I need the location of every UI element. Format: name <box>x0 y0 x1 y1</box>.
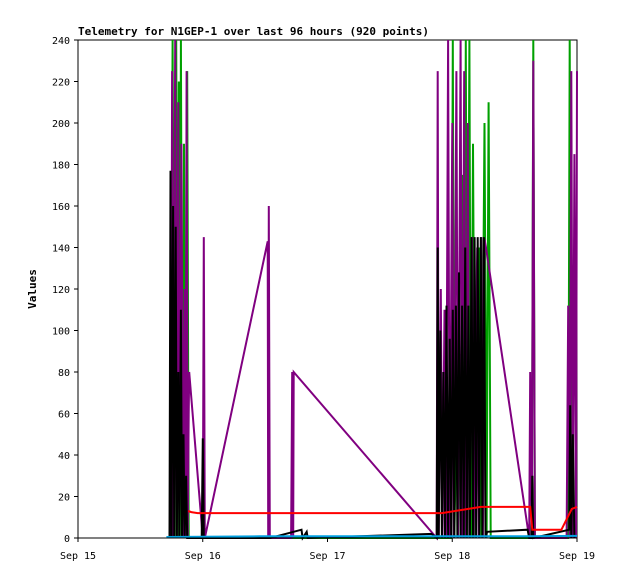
y-tick-label: 200 <box>52 119 70 130</box>
x-tick-label: Sep 15 <box>60 551 96 562</box>
y-tick-label: 180 <box>52 161 70 172</box>
series-line-4 <box>187 505 578 531</box>
series-line-5 <box>166 534 578 538</box>
y-tick-label: 140 <box>52 244 70 255</box>
y-tick-label: 100 <box>52 327 70 338</box>
y-tick-label: 40 <box>58 451 70 462</box>
y-tick-label: 120 <box>52 285 70 296</box>
y-tick-label: 80 <box>58 368 70 379</box>
series-layer <box>166 39 578 541</box>
series-line-3 <box>168 170 576 541</box>
series-line-2 <box>170 39 578 541</box>
chart-title: Telemetry for N1GEP-1 over last 96 hours… <box>78 25 429 38</box>
y-tick-label: 220 <box>52 78 70 89</box>
y-tick-label: 240 <box>52 36 70 47</box>
y-tick-label: 60 <box>58 410 70 421</box>
x-tick-label: Sep 16 <box>185 551 221 562</box>
x-tick-label: Sep 19 <box>559 551 595 562</box>
y-tick-label: 20 <box>58 493 70 504</box>
x-tick-label: Sep 18 <box>434 551 470 562</box>
y-axis-label: Values <box>26 269 39 309</box>
plot-frame <box>77 39 578 539</box>
plot-area <box>77 39 578 539</box>
y-tick-label: 0 <box>64 534 70 545</box>
axes-layer: 0 20 40 60 80 100 120 140 160 180 200 220 240 Sep 15 S… <box>52 36 595 562</box>
y-tick-label: 160 <box>52 202 70 213</box>
x-tick-label: Sep 17 <box>309 551 345 562</box>
